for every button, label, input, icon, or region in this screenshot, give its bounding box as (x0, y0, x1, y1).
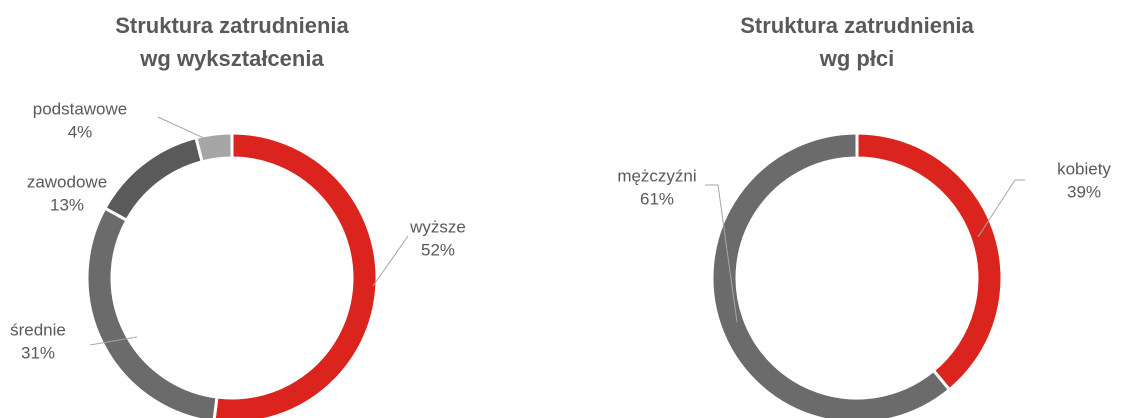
chart-title: wg wykształcenia (139, 46, 324, 71)
chart-title: Struktura zatrudnienia (115, 13, 349, 38)
donut-slice (102, 135, 204, 223)
leader-line (977, 179, 1025, 238)
slice-value: 52% (421, 240, 455, 259)
slice-label: mężczyźni (617, 166, 696, 185)
slice-value: 4% (68, 122, 93, 141)
slice-value: 39% (1067, 182, 1101, 201)
leader-line (372, 235, 409, 287)
donut-slice (212, 131, 379, 418)
leader-line (89, 336, 138, 346)
leader-line (705, 184, 738, 323)
slice-value: 61% (640, 189, 674, 208)
donut-slice (85, 206, 219, 418)
slice-label: podstawowe (33, 99, 128, 118)
leader-line (157, 116, 231, 151)
donut-slice (194, 131, 234, 164)
slice-label: zawodowe (27, 172, 107, 191)
donut-slice (710, 131, 952, 418)
slice-value: 13% (50, 195, 84, 214)
donut-slice (855, 131, 1004, 392)
slice-label: wyższe (409, 217, 466, 236)
chart-title: Struktura zatrudnienia (740, 13, 974, 38)
chart-title: wg płci (819, 46, 895, 71)
slice-value: 31% (21, 343, 55, 362)
slice-label: średnie (10, 320, 66, 339)
slice-label: kobiety (1057, 159, 1111, 178)
